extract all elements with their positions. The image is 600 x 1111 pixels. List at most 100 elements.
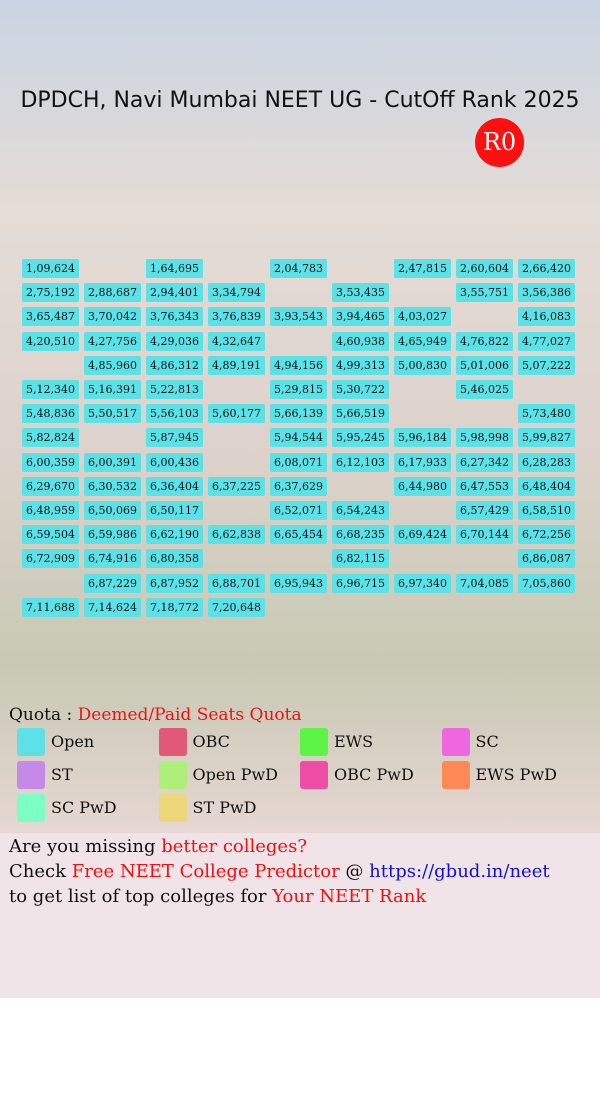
rank-cell: 5,94,544 [270,428,327,448]
rank-cell: 7,04,085 [456,573,513,593]
rank-cell: 6,57,429 [456,501,513,520]
rank-cell: 7,18,772 [146,597,203,617]
rank-cell: 2,94,401 [146,283,203,303]
footer-text: https://gbud.in/neet [369,861,550,882]
rank-cell: 4,86,312 [146,355,203,375]
legend-label: ST [51,765,73,784]
legend-swatch [158,794,187,822]
rank-cell: 5,50,517 [84,404,141,424]
legend-swatch [158,728,187,756]
rank-cell: 2,04,783 [270,259,327,278]
rank-cell: 4,77,027 [518,331,575,351]
rank-cell: 4,65,949 [394,331,451,351]
quota-label: Quota : [9,705,73,725]
rank-cell: 6,96,715 [332,573,389,593]
legend-swatch [158,761,187,789]
rank-cell: 6,00,391 [84,452,141,472]
rank-cell: 4,60,938 [332,331,389,351]
footer-line: Are you missing better colleges? [9,836,307,857]
legend-label: EWS PwD [475,765,557,784]
rank-cell: 6,29,670 [22,476,79,496]
rank-cell: 5,56,103 [146,404,203,424]
rank-cell: 7,11,688 [22,597,79,617]
quota: Quota : Deemed/Paid Seats Quota [9,705,302,725]
rank-cell: 6,50,069 [84,501,141,520]
rank-cell: 5,82,824 [22,428,79,448]
rank-cell: 3,76,343 [146,307,203,327]
rank-cell: 6,68,235 [332,525,389,545]
rank-cell: 6,44,980 [394,476,451,496]
rank-cell: 6,82,115 [332,549,389,569]
rank-cell: 3,93,543 [270,307,327,327]
rank-cell: 6,00,359 [22,452,79,472]
footer-text: Your NEET Rank [272,886,427,907]
rank-cell: 5,95,245 [332,428,389,448]
rank-cell: 5,29,815 [270,380,327,399]
rank-cell: 4,85,960 [84,355,141,375]
rank-cell: 6,62,190 [146,525,203,545]
round-badge: R0 [475,118,524,167]
rank-cell: 5,12,340 [22,380,79,399]
legend-label: OBC PwD [334,765,414,784]
legend-swatch [300,761,328,789]
legend-label: Open [51,732,95,751]
rank-cell: 6,87,952 [146,573,203,593]
rank-cell: 4,89,191 [208,355,265,375]
rank-cell: 1,09,624 [22,259,79,278]
rank-cell: 7,20,648 [208,597,265,617]
rank-cell: 6,54,243 [332,501,389,520]
legend-swatch [17,794,45,822]
rank-cell: 6,48,959 [22,501,79,520]
rank-cell: 5,66,519 [332,404,389,424]
rank-cell: 6,00,436 [146,452,203,472]
legend-label: EWS [334,732,374,751]
legend-label: SC PwD [51,798,117,817]
footer-text: @ [339,861,370,882]
rank-cell: 3,55,751 [456,283,513,303]
rank-cell: 6,95,943 [270,573,327,593]
rank-cell: 2,66,420 [518,259,575,278]
rank-cell: 6,37,629 [270,476,327,496]
footer-text: Are you missing [9,836,162,857]
rank-cell: 4,32,647 [208,331,265,351]
rank-cell: 4,27,756 [84,331,141,351]
rank-cell: 3,94,465 [332,307,389,327]
legend-swatch [441,728,470,756]
rank-cell: 3,65,487 [22,307,79,327]
rank-cell: 6,69,424 [394,525,451,545]
rank-cell: 3,76,839 [208,307,265,327]
footer-line: to get list of top colleges for Your NEE… [9,886,426,907]
rank-cell: 6,72,256 [518,525,575,545]
rank-cell: 1,64,695 [146,259,203,278]
rank-cell: 2,60,604 [456,259,513,278]
rank-cell: 5,87,945 [146,428,203,448]
rank-cell: 5,99,827 [518,428,575,448]
footer-line: Check Free NEET College Predictor @ http… [9,861,550,882]
rank-cell: 5,98,998 [456,428,513,448]
legend-label: SC [475,732,499,751]
rank-cell: 6,08,071 [270,452,327,472]
rank-cell: 6,59,504 [22,525,79,545]
rank-cell: 6,37,225 [208,476,265,496]
rank-cell: 6,80,358 [146,549,203,569]
rank-cell: 4,99,313 [332,355,389,375]
rank-cell: 6,27,342 [456,452,513,472]
rank-cell: 6,62,838 [208,525,265,545]
rank-cell: 5,66,139 [270,404,327,424]
rank-cell: 6,30,532 [84,476,141,496]
legend-swatch [17,761,45,789]
rank-cell: 6,12,103 [332,452,389,472]
rank-cell: 4,03,027 [394,307,451,327]
rank-cell: 6,52,071 [270,501,327,520]
rank-cell: 6,88,701 [208,573,265,593]
rank-cell: 2,47,815 [394,259,451,278]
rank-cell: 5,07,222 [518,355,575,375]
rank-cell: 6,17,933 [394,452,451,472]
rank-cell: 6,47,553 [456,476,513,496]
rank-cell: 5,46,025 [456,380,513,399]
title: DPDCH, Navi Mumbai NEET UG - CutOff Rank… [20,88,580,113]
rank-cell: 6,50,117 [146,501,203,520]
rank-cell: 3,53,435 [332,283,389,303]
rank-cell: 6,48,404 [518,476,575,496]
